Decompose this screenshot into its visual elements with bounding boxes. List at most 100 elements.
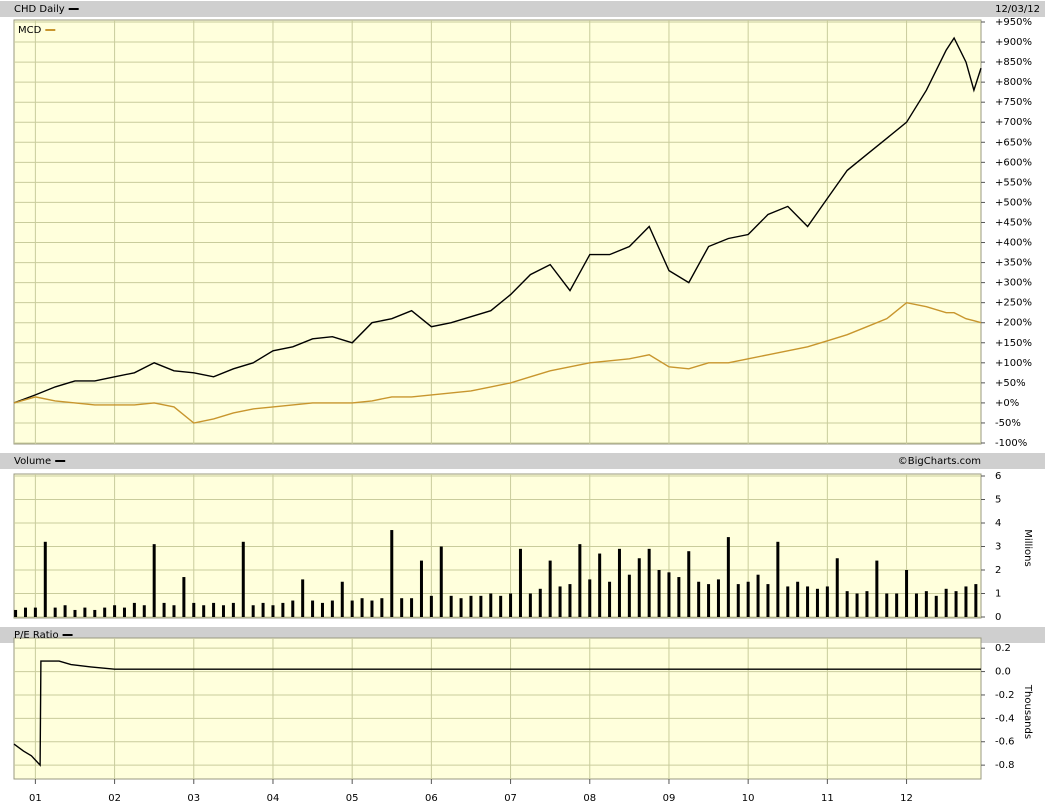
volume-bar	[182, 577, 186, 617]
y-tick-label: +150%	[995, 338, 1032, 349]
y-tick-label: -0.6	[995, 737, 1015, 748]
y-tick-label: 4	[995, 518, 1001, 529]
y-tick-label: -100%	[995, 438, 1027, 449]
volume-bar	[875, 560, 879, 617]
volume-bar	[499, 595, 503, 617]
y-tick-label: +400%	[995, 238, 1032, 249]
data-line	[13, 36, 982, 404]
volume-bar	[617, 548, 621, 617]
legend-label: CHD Daily	[14, 4, 65, 15]
y-tick-label: +850%	[995, 57, 1032, 68]
source-label: ©BigCharts.com	[898, 456, 981, 467]
data-line	[13, 301, 982, 424]
volume-bar	[14, 609, 18, 617]
volume-bar	[588, 579, 592, 617]
volume-bar	[944, 588, 948, 617]
volume-bar	[934, 595, 938, 617]
volume-bar	[93, 609, 97, 617]
volume-bar	[647, 548, 651, 617]
x-tick-label: 03	[187, 793, 200, 804]
volume-bar	[964, 586, 968, 617]
x-tick-label: 09	[663, 793, 676, 804]
volume-bar	[806, 586, 810, 617]
y-tick-label: 1	[995, 589, 1001, 600]
x-tick-label: 11	[821, 793, 834, 804]
volume-bar	[281, 602, 285, 617]
volume-bar	[687, 551, 691, 617]
volume-bar	[726, 537, 730, 617]
volume-bar	[736, 584, 740, 617]
y-tick-label: 0.2	[995, 643, 1011, 654]
volume-bar	[489, 593, 493, 617]
volume-bar	[885, 593, 889, 617]
volume-bar	[895, 593, 899, 617]
y-tick-label: +750%	[995, 97, 1032, 108]
volume-bar	[825, 586, 829, 617]
volume-bar	[598, 553, 602, 617]
volume-bar	[558, 586, 562, 617]
volume-bar	[914, 593, 918, 617]
volume-bar	[251, 605, 255, 617]
volume-bar	[756, 574, 760, 617]
data-line	[13, 660, 981, 767]
y-tick-label: -0.8	[995, 760, 1015, 771]
volume-bar	[835, 558, 839, 617]
volume-bar	[172, 605, 176, 617]
y-tick-label: +300%	[995, 278, 1032, 289]
volume-bar	[548, 560, 552, 617]
y-tick-label: +50%	[995, 378, 1026, 389]
volume-bar	[360, 598, 364, 617]
volume-bar	[330, 600, 334, 617]
volume-bar	[132, 602, 136, 617]
volume-bar	[202, 605, 206, 617]
volume-bar	[301, 579, 305, 617]
volume-bar	[608, 581, 612, 617]
volume-bar	[340, 581, 344, 617]
volume-bar	[905, 570, 909, 617]
y-tick-label: -0.2	[995, 690, 1015, 701]
header-bar	[0, 453, 1045, 469]
y-tick-label: +200%	[995, 318, 1032, 329]
volume-bar	[291, 600, 295, 617]
legend-label: P/E Ratio	[14, 630, 59, 641]
volume-bar	[320, 602, 324, 617]
volume-bar	[192, 602, 196, 617]
volume-bar	[33, 607, 37, 617]
x-tick-label: 02	[108, 793, 121, 804]
volume-bar	[707, 584, 711, 617]
volume-bar	[221, 605, 225, 617]
volume-bar	[855, 593, 859, 617]
volume-bar	[122, 607, 126, 617]
volume-bar	[152, 544, 156, 617]
volume-bar	[469, 595, 473, 617]
volume-bar	[103, 607, 107, 617]
volume-bar	[113, 605, 117, 617]
x-tick-label: 05	[346, 793, 359, 804]
volume-bar	[518, 548, 522, 617]
volume-bar	[241, 541, 245, 617]
y-tick-label: +350%	[995, 258, 1032, 269]
volume-bar	[63, 605, 67, 617]
volume-bar	[657, 570, 661, 617]
y-tick-label: +800%	[995, 77, 1032, 88]
volume-bar	[865, 591, 869, 617]
volume-bar	[429, 595, 433, 617]
x-tick-label: 04	[267, 793, 280, 804]
volume-bar	[509, 593, 513, 617]
legend-label: Volume	[14, 456, 51, 467]
y-axis-label: Thousands	[1022, 684, 1033, 739]
volume-bar	[766, 584, 770, 617]
volume-bar	[73, 609, 77, 617]
volume-bar	[43, 541, 47, 617]
y-tick-label: 6	[995, 471, 1001, 482]
x-tick-label: 12	[900, 793, 913, 804]
volume-bar	[637, 558, 641, 617]
header-bar	[0, 1, 1045, 17]
volume-bar	[370, 600, 374, 617]
x-tick-label: 01	[29, 793, 42, 804]
volume-bar	[449, 595, 453, 617]
volume-bar	[400, 598, 404, 617]
y-tick-label: 2	[995, 565, 1001, 576]
legend-label: MCD	[18, 25, 42, 36]
